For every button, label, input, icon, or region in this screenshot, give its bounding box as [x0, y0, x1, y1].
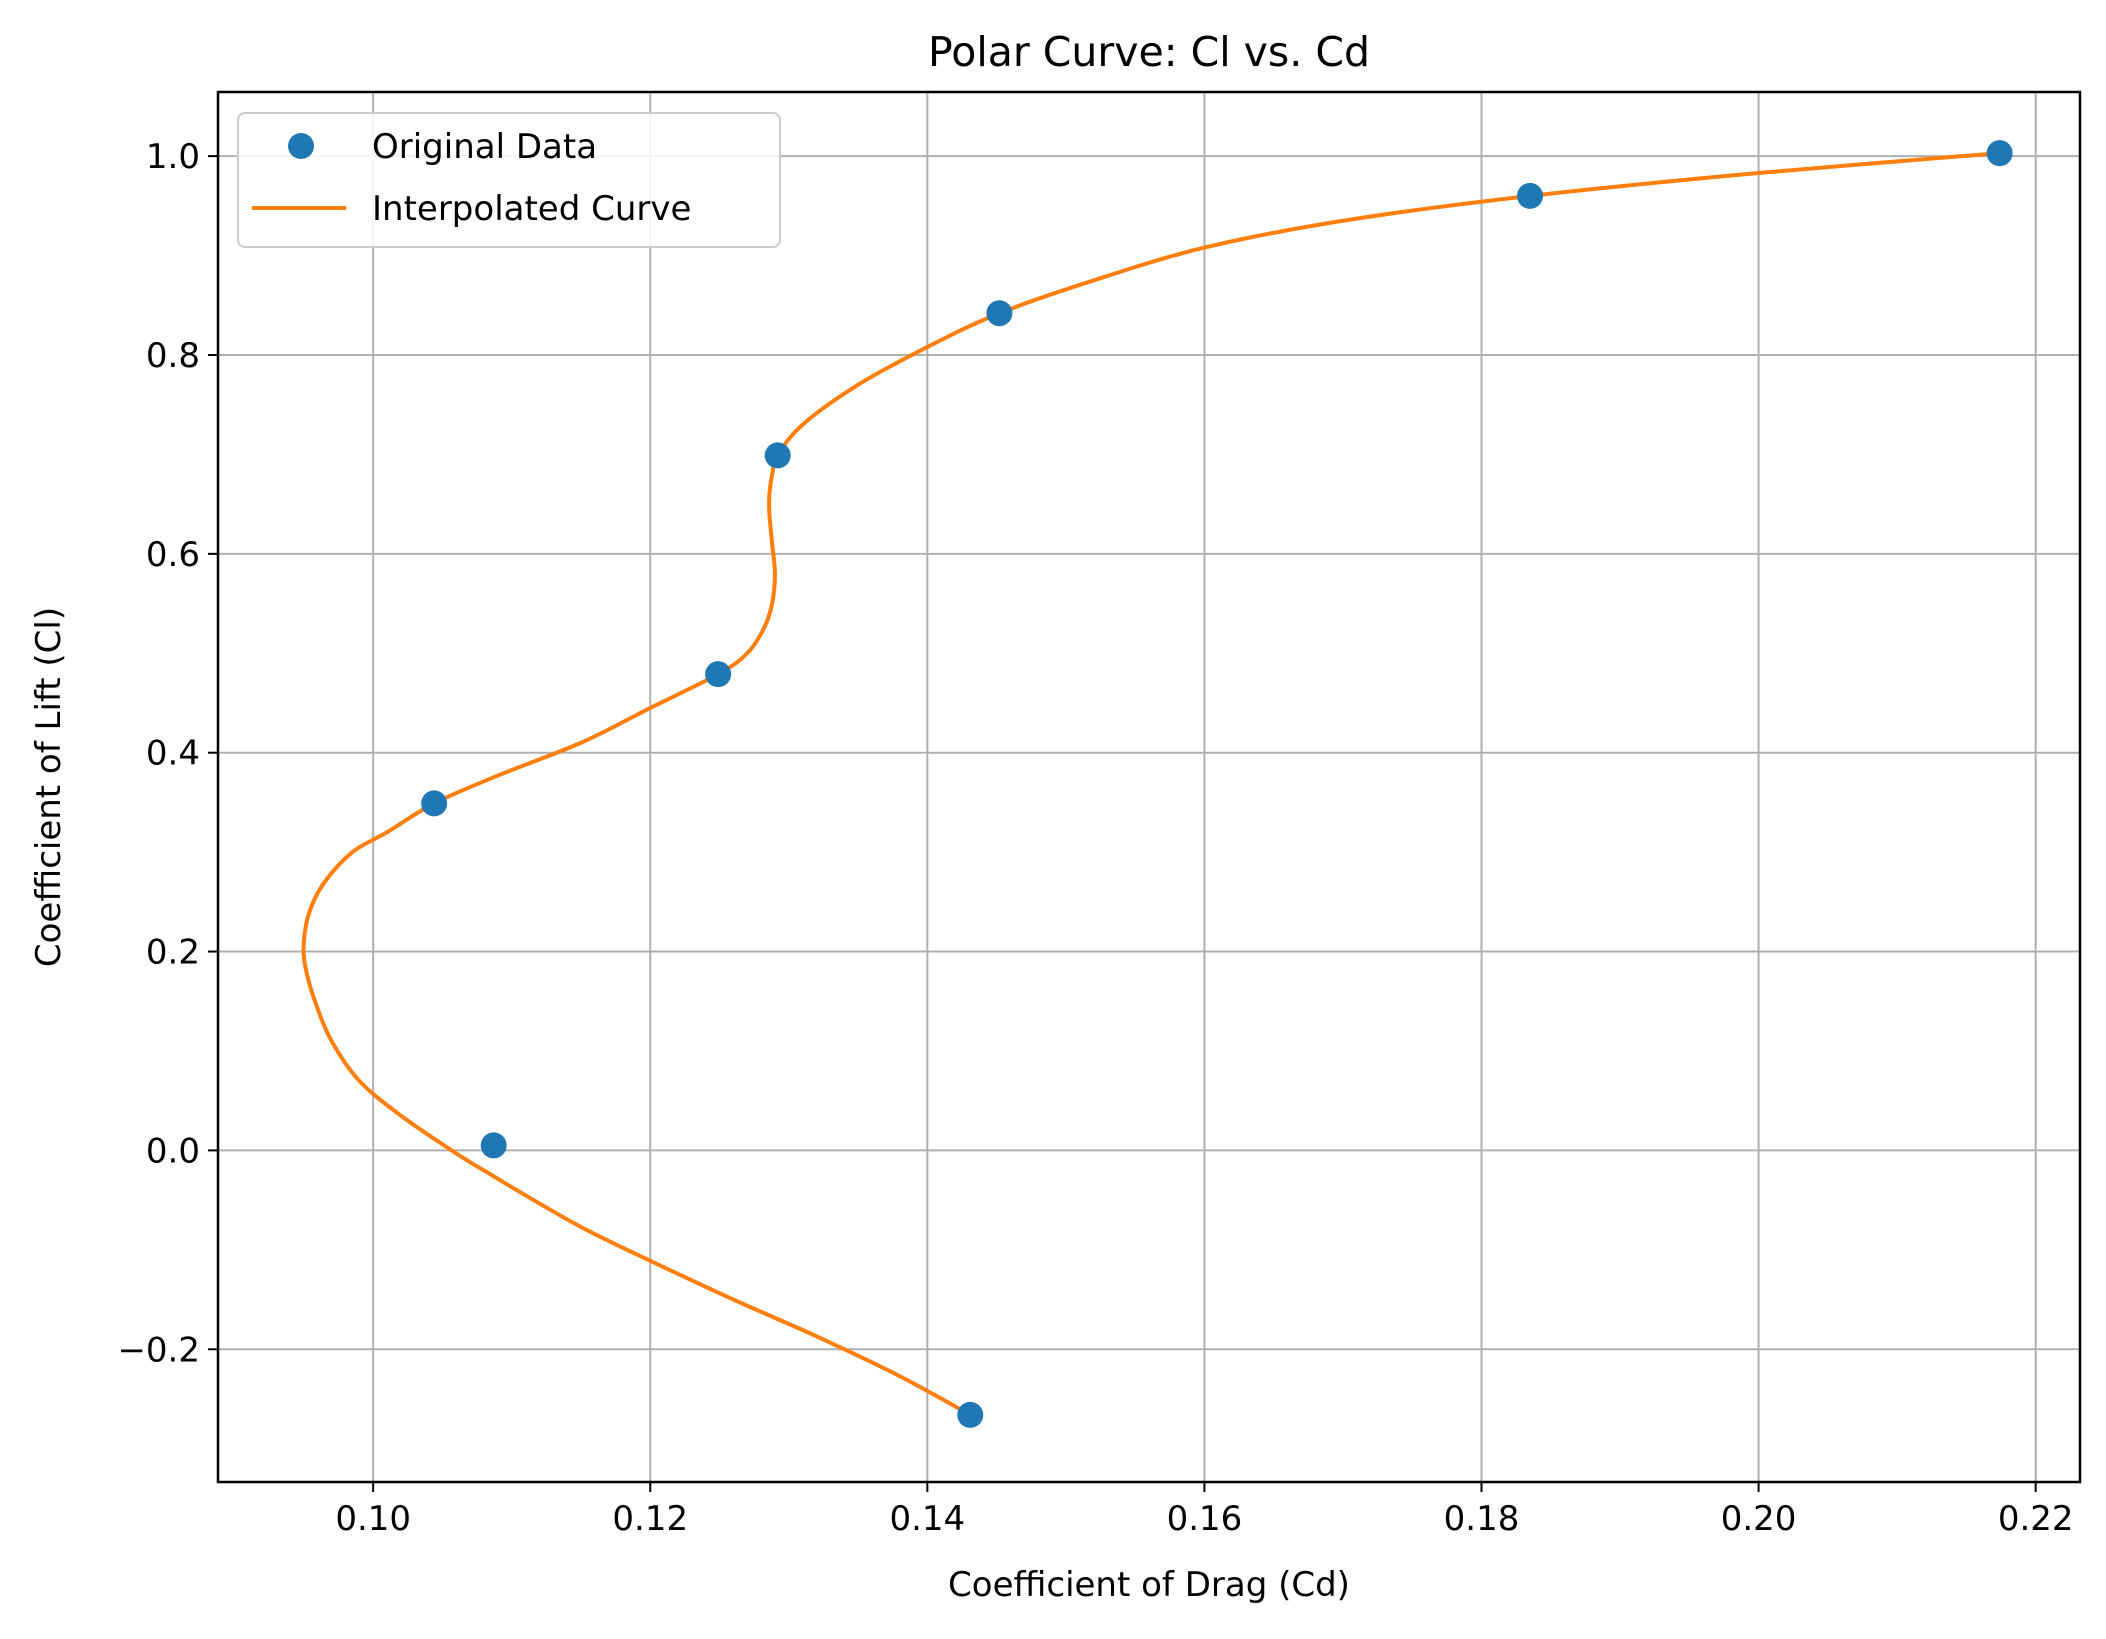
x-tick-label: 0.18: [1444, 1499, 1520, 1539]
legend-marker-original-data: [288, 133, 314, 159]
legend: Original Data Interpolated Curve: [237, 112, 781, 248]
legend-box: [237, 112, 781, 248]
y-tick-label: 0.4: [146, 734, 200, 774]
original-data-point: [764, 442, 791, 469]
original-data-point: [986, 300, 1013, 327]
x-tick-label: 0.14: [889, 1499, 965, 1539]
x-tick-label: 0.22: [1998, 1499, 2074, 1539]
y-tick-label: 1.0: [146, 137, 200, 177]
original-data-point: [957, 1401, 984, 1428]
x-tick-label: 0.12: [612, 1499, 688, 1539]
original-data-point: [1516, 182, 1543, 209]
legend-label-interpolated-curve: Interpolated Curve: [372, 189, 691, 229]
original-data-point: [480, 1132, 507, 1159]
y-tick-label: 0.0: [146, 1131, 200, 1171]
x-tick-label: 0.10: [335, 1499, 411, 1539]
x-tick-label: 0.16: [1167, 1499, 1243, 1539]
x-tick-label: 0.20: [1721, 1499, 1797, 1539]
y-tick-label: 0.2: [146, 933, 200, 973]
ticks-layer: 0.10 0.12 0.14 0.16 0.18 0.20 0.22 −0.2 0.0 0.2 0.…: [117, 137, 2073, 1539]
chart-title: Polar Curve: Cl vs. Cd: [928, 28, 1370, 76]
points-layer: [421, 140, 2013, 1428]
x-axis-label: Coefficient of Drag (Cd): [948, 1565, 1350, 1605]
y-tick-label: 0.6: [146, 535, 200, 575]
original-data-point: [421, 790, 448, 817]
original-data-point: [705, 661, 732, 688]
plot-frame: [216, 90, 2082, 1484]
curve-layer: [301, 151, 2000, 1417]
legend-label-original-data: Original Data: [372, 127, 597, 167]
y-tick-label: −0.2: [117, 1330, 200, 1370]
y-tick-label: 0.8: [146, 336, 200, 376]
original-data-point: [1986, 140, 2013, 167]
grid-layer: [218, 92, 2080, 1482]
interpolated-curve-line: [301, 151, 2000, 1417]
y-axis-label: Coefficient of Lift (Cl): [29, 607, 69, 967]
